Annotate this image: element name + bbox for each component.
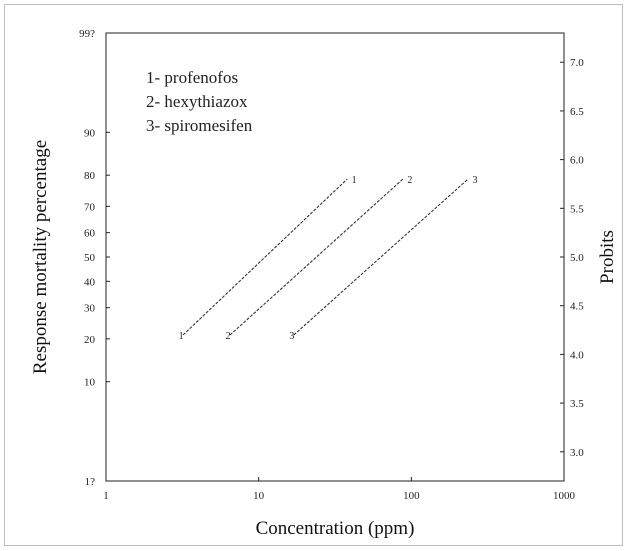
x-tick-label: 10 <box>253 490 265 502</box>
legend-entry: 2- hexythiazox <box>146 92 248 111</box>
x-axis-ticks: 1 10 100 1000 <box>103 477 576 502</box>
y-left-tick-label: 40 <box>84 276 96 288</box>
y-right-tick-label: 5.0 <box>570 252 584 264</box>
y-right-tick-label: 5.5 <box>570 203 584 215</box>
y-left-tick-label: 1? <box>85 476 96 488</box>
y-axis-title-right: Probits <box>597 230 618 284</box>
series-group: 1 1 2 2 3 3 <box>179 175 478 342</box>
x-tick-label: 100 <box>403 490 420 502</box>
y-right-tick-label: 3.0 <box>570 447 584 459</box>
series-start-label: 2 <box>226 331 231 342</box>
y-right-tick-label: 7.0 <box>570 57 584 69</box>
y-right-tick-label: 6.0 <box>570 155 584 167</box>
series-start-label: 3 <box>289 331 294 342</box>
series-start-label: 1 <box>179 331 184 342</box>
y-axis-title-left: Response mortality percentage <box>30 140 51 374</box>
legend: 1- profenofos 2- hexythiazox 3- spiromesif… <box>146 68 253 135</box>
figure-frame <box>4 4 623 546</box>
y-right-tick-label: 6.5 <box>570 106 584 118</box>
y-left-tick-label: 80 <box>84 170 96 182</box>
series-end-label: 2 <box>407 175 412 186</box>
y-left-tick-label: 60 <box>84 228 96 240</box>
y-right-tick-label: 3.5 <box>570 398 584 410</box>
y-left-tick-label: 70 <box>84 201 96 213</box>
series-end-label: 1 <box>352 175 357 186</box>
y-left-tick-label: 20 <box>84 334 96 346</box>
series-line-3 <box>293 178 469 336</box>
x-tick-label: 1 <box>103 490 109 502</box>
series-end-label: 3 <box>472 175 477 186</box>
x-tick-label: 1000 <box>553 490 576 502</box>
series-line-2 <box>229 178 404 336</box>
y-right-tick-label: 4.5 <box>570 301 584 313</box>
y-right-tick-label: 4.0 <box>570 349 584 361</box>
y-left-tick-label: 10 <box>84 377 96 389</box>
right-axis-ticks: 3.0 3.5 4.0 4.5 5.0 5.5 6.0 6.5 7.0 <box>560 57 584 459</box>
x-axis-title: Concentration (ppm) <box>256 518 415 539</box>
y-left-tick-label: 99? <box>79 28 95 40</box>
series-line-1 <box>182 178 348 336</box>
y-left-tick-label: 50 <box>84 252 96 264</box>
y-left-tick-label: 30 <box>84 303 96 315</box>
y-left-tick-label: 90 <box>84 127 96 139</box>
legend-entry: 3- spiromesifen <box>146 116 253 135</box>
left-axis-ticks: 1? 10 20 30 40 50 60 70 80 90 99? <box>79 28 110 488</box>
legend-entry: 1- profenofos <box>146 68 238 87</box>
